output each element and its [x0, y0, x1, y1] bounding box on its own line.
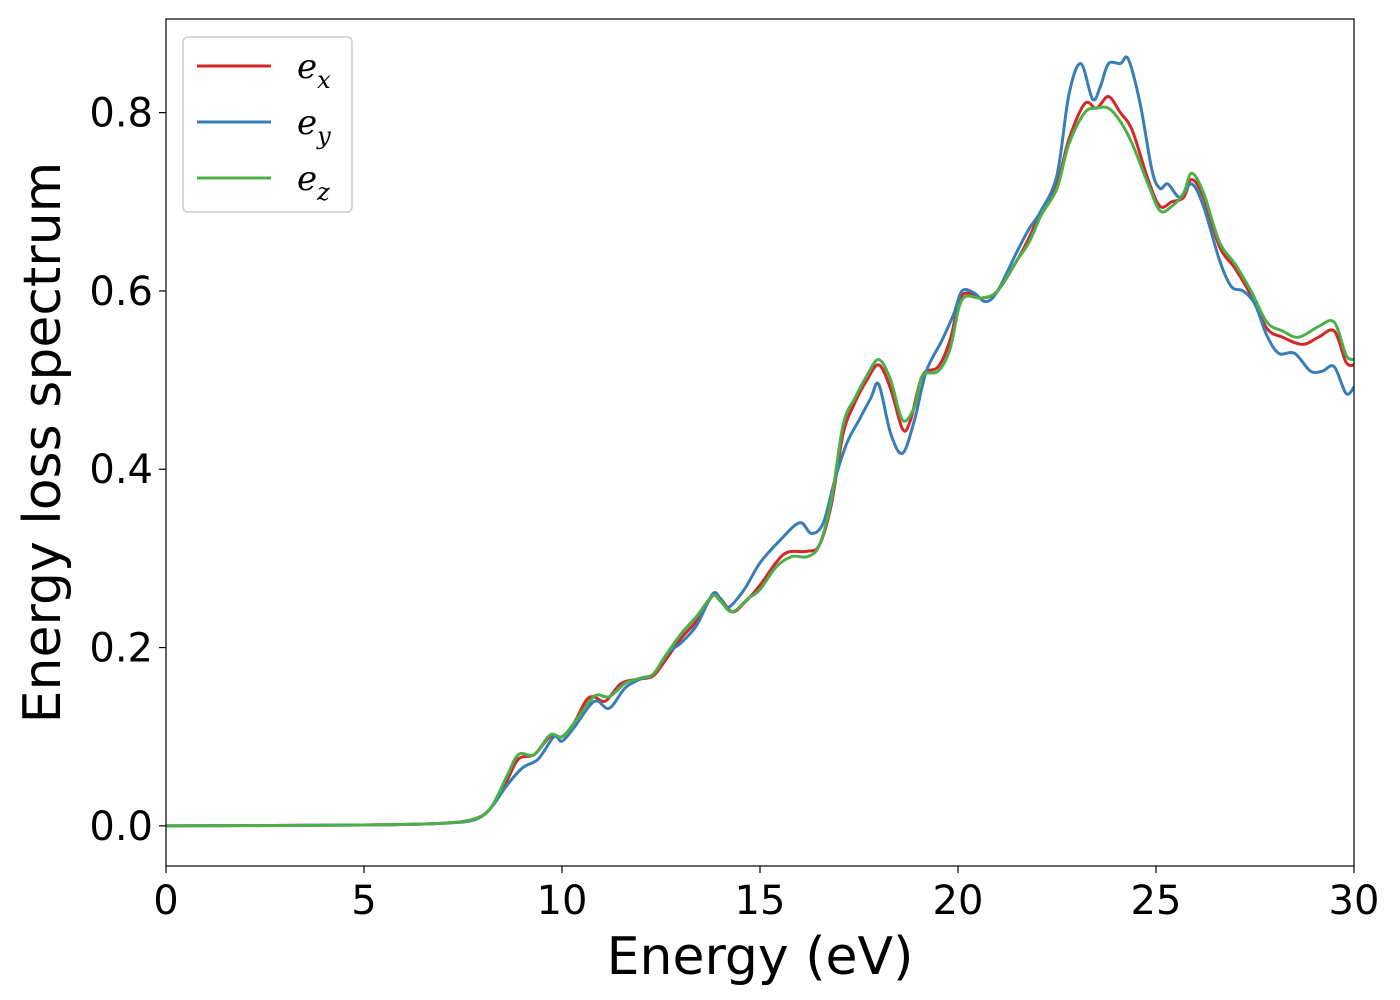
legend-label-y: ey: [297, 103, 331, 150]
x-tick-label: 10: [537, 878, 588, 924]
x-tick-label: 30: [1329, 878, 1380, 924]
y-tick-label: 0.6: [89, 269, 153, 315]
series-layer: [166, 55, 1354, 828]
legend-label-base: e: [297, 47, 317, 87]
x-axis-title: Energy (eV): [607, 927, 914, 987]
legend-label-x: ex: [297, 47, 331, 94]
plot-area: [165, 18, 1355, 867]
y-tick-label: 0.0: [89, 804, 153, 850]
legend-box: [182, 36, 353, 213]
y-axis-title: Energy loss spectrum: [13, 162, 73, 724]
x-tick-label: 15: [735, 878, 786, 924]
legend-label-z: ez: [297, 159, 330, 206]
legend-label-base: e: [297, 159, 317, 199]
x-tick-label: 0: [153, 878, 178, 924]
x-axis: 0 5 10 15 20 25 30: [153, 866, 1379, 924]
legend-label-subscript: z: [316, 178, 330, 206]
legend-label-base: e: [297, 103, 317, 143]
y-tick-label: 0.2: [89, 626, 153, 672]
x-tick-label: 20: [933, 878, 984, 924]
y-tick-label: 0.8: [89, 91, 153, 137]
legend-label-subscript: y: [316, 122, 331, 150]
series-line-z: [166, 105, 1354, 828]
y-tick-label: 0.4: [89, 447, 153, 493]
series-line-y: [166, 55, 1354, 828]
x-tick-label: 5: [351, 878, 376, 924]
y-axis: 0.0 0.2 0.4 0.6 0.8: [89, 91, 166, 850]
legend-label-subscript: x: [317, 66, 331, 94]
x-tick-label: 25: [1131, 878, 1182, 924]
